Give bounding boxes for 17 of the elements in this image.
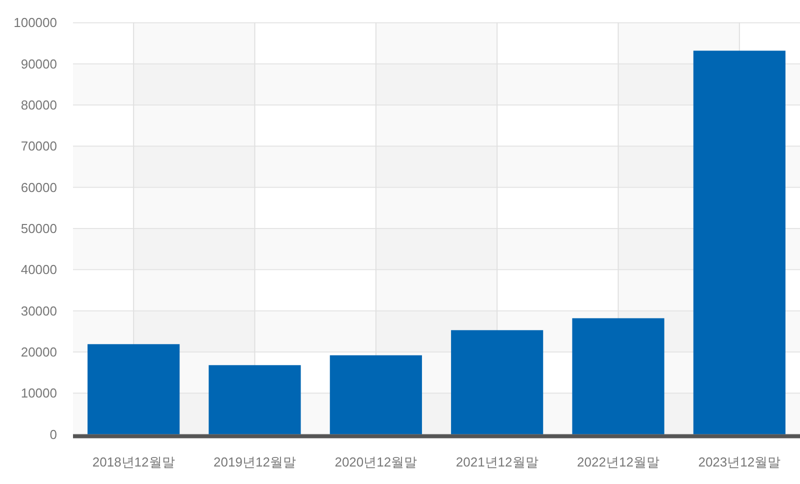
y-tick-label: 80000 (20, 98, 57, 113)
y-tick-label: 50000 (20, 221, 57, 236)
y-tick-label: 70000 (20, 138, 57, 154)
x-tick-label: 2018년12월말 (92, 454, 175, 470)
y-tick-label: 0 (50, 426, 57, 442)
y-tick-label: 100000 (14, 15, 57, 30)
x-tick-label: 2022년12월말 (577, 454, 660, 470)
x-tick-label: 2023년12월말 (698, 454, 781, 470)
y-tick-label: 30000 (20, 303, 57, 318)
x-tick-label: 2021년12월말 (456, 454, 538, 470)
y-tick-label: 60000 (20, 180, 57, 195)
y-tick-label: 10000 (20, 386, 57, 401)
y-tick-label: 20000 (20, 344, 57, 360)
y-tick-label: 40000 (20, 262, 57, 278)
y-tick-label: 90000 (20, 56, 57, 72)
x-tick-label: 2019년12월말 (214, 454, 296, 470)
x-tick-label: 2020년12월말 (334, 454, 418, 470)
